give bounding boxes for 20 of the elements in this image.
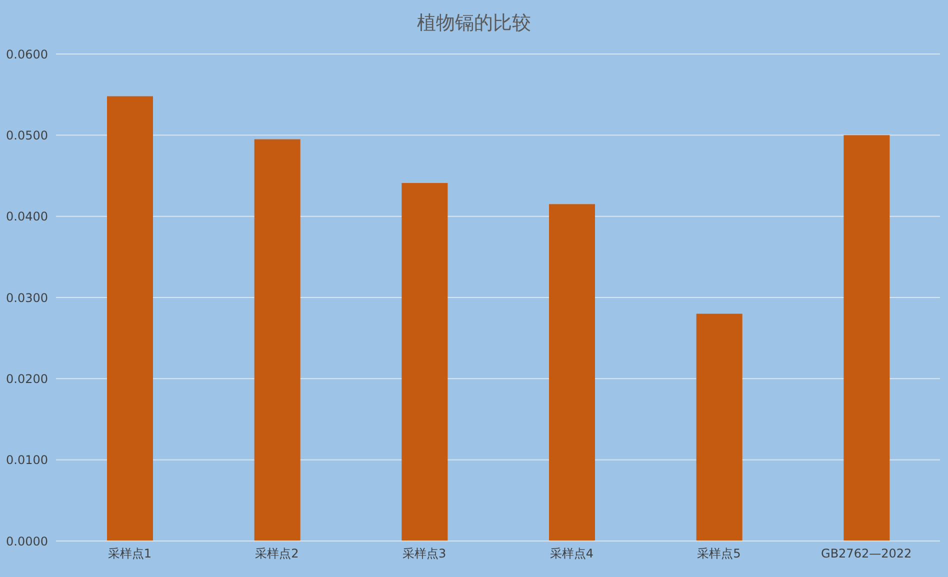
x-tick-label: 采样点2 [255,546,299,561]
y-tick-label: 0.0200 [6,372,48,386]
bar [107,96,153,541]
y-tick-label: 0.0600 [6,47,48,62]
x-tick-label: 采样点3 [402,546,446,561]
y-tick-label: 0.0000 [6,534,48,548]
bar [696,314,742,541]
y-tick-label: 0.0400 [6,210,48,224]
chart-title: 植物镉的比较 [416,11,532,36]
x-tick-label: 采样点1 [108,546,152,561]
bar [844,135,890,541]
y-tick-label: 0.0300 [6,290,48,305]
x-tick-label: GB2762—2022 [821,546,912,561]
x-tick-label: 采样点4 [550,546,594,561]
bar [254,139,300,541]
bar [549,204,595,541]
x-tick-label: 采样点5 [697,546,741,561]
bar [402,183,448,541]
y-tick-label: 0.0500 [6,128,48,142]
y-tick-label: 0.0100 [6,453,48,468]
